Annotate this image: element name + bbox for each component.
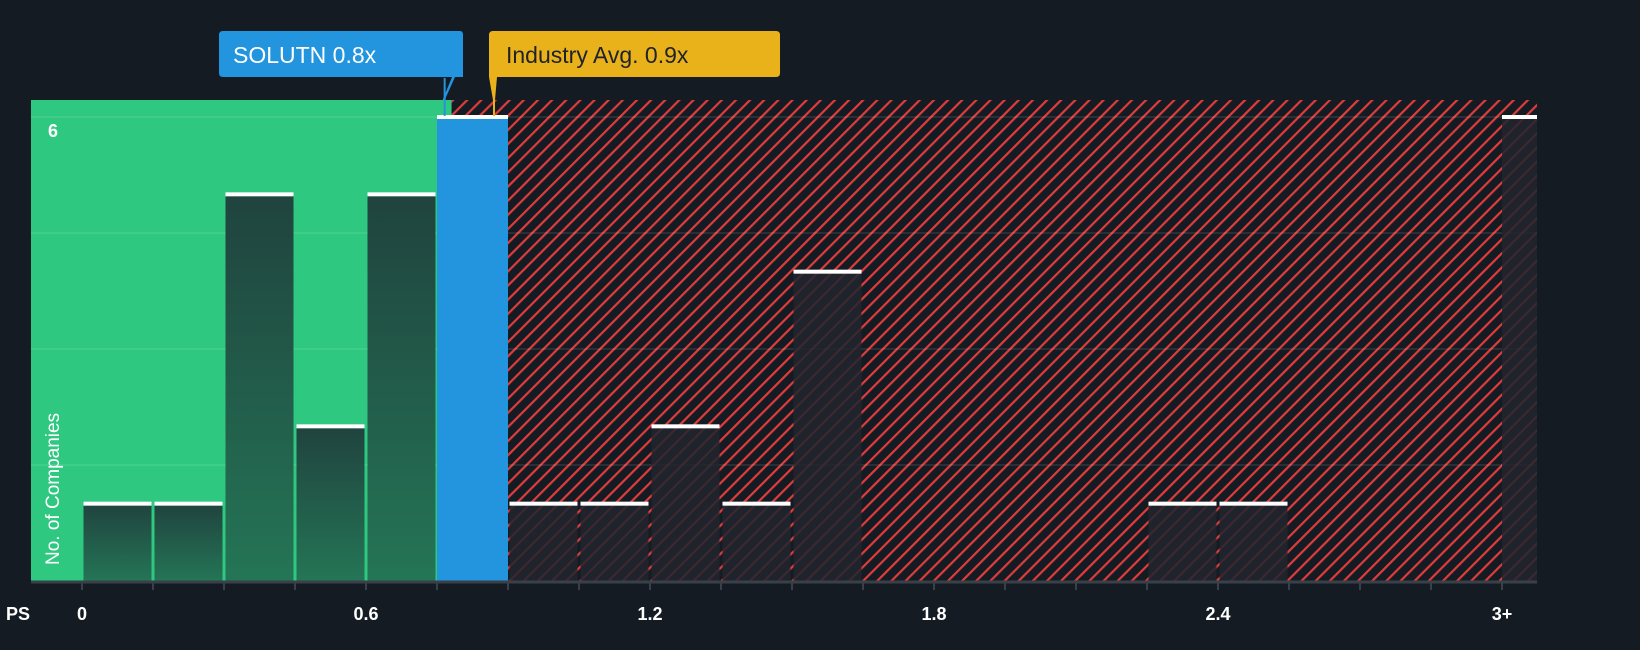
bar-cap (509, 501, 578, 506)
bar-highlight-company (437, 117, 508, 581)
bar-cap (367, 192, 436, 197)
industry-label-box (489, 31, 780, 100)
bar-cap (1148, 501, 1217, 506)
histogram-bar (651, 426, 720, 581)
company-label: SOLUTN 0.8x (233, 42, 377, 68)
histogram-bar (296, 426, 365, 581)
histogram-bar (367, 194, 436, 582)
x-tick-label: 0 (77, 604, 87, 624)
overvalued-zone (451, 100, 1538, 581)
histogram-bar (793, 271, 862, 581)
bar-cap (793, 269, 862, 274)
histogram-bar (580, 503, 649, 581)
bar-cap (296, 424, 365, 429)
bar-cap (722, 501, 791, 506)
histogram-bar (1219, 503, 1288, 581)
x-tick-label: 3+ (1492, 604, 1513, 624)
x-tick-label: 2.4 (1205, 604, 1230, 624)
company-label-box (219, 31, 463, 100)
histogram-bar (225, 194, 294, 582)
bar-cap (1502, 115, 1537, 119)
histogram-bar (509, 503, 578, 581)
histogram-bar (154, 503, 223, 581)
histogram-bar-overflow (1502, 117, 1537, 581)
bar-cap (651, 424, 720, 429)
bar-cap (580, 501, 649, 506)
x-tick-label: 0.6 (353, 604, 378, 624)
bar-cap (83, 501, 152, 506)
y-axis-label: No. of Companies (43, 413, 64, 565)
bar-cap (1219, 501, 1288, 506)
x-tick-label: 1.8 (921, 604, 946, 624)
x-axis-label: PS (6, 604, 30, 624)
histogram-bar (1148, 503, 1217, 581)
industry-label: Industry Avg. 0.9x (506, 42, 689, 68)
histogram-bar (83, 503, 152, 581)
histogram-bar (722, 503, 791, 581)
x-tick-label: 1.2 (637, 604, 662, 624)
bar-cap (154, 501, 223, 506)
bar-cap (437, 115, 508, 119)
y-tick-label: 6 (48, 121, 58, 141)
bar-cap (225, 192, 294, 197)
